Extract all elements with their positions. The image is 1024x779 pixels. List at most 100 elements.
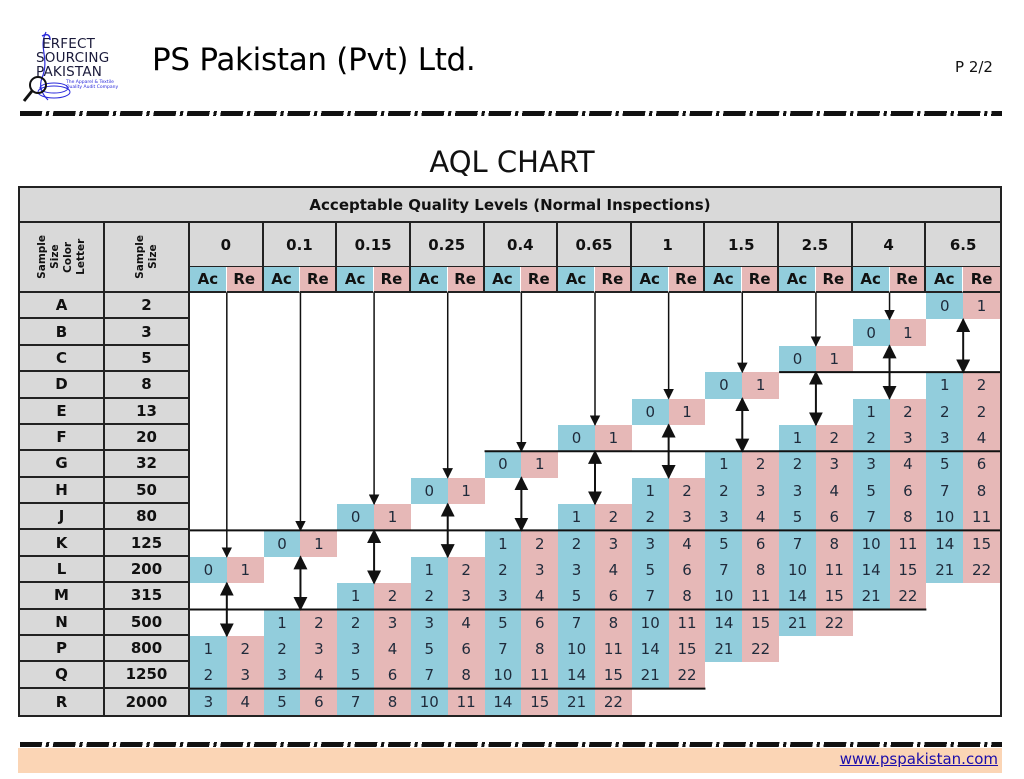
ac-header: Ac xyxy=(705,267,743,293)
re-value: 1 xyxy=(226,556,264,584)
re-header: Re xyxy=(742,267,780,293)
re-value: 2 xyxy=(815,424,853,452)
re-value: 11 xyxy=(521,662,559,689)
ac-value: 2 xyxy=(558,530,595,557)
ac-value: 2 xyxy=(631,504,669,531)
ac-value: 2 xyxy=(337,609,375,636)
re-value: 6 xyxy=(595,583,632,610)
re-value: 2 xyxy=(742,451,780,478)
ac-value: 0 xyxy=(926,293,964,320)
re-value: 4 xyxy=(226,688,264,715)
ac-value: 2 xyxy=(852,424,890,452)
re-value: 4 xyxy=(668,530,706,557)
re-value: 11 xyxy=(447,688,485,715)
re-value: 8 xyxy=(595,609,632,636)
re-value: 11 xyxy=(963,504,1000,531)
logo-line-3: PAKISTAN xyxy=(36,64,103,80)
aql-level-header: 0 xyxy=(190,223,264,267)
re-value: 3 xyxy=(521,556,559,584)
ac-header: Ac xyxy=(558,267,595,293)
re-header: Re xyxy=(226,267,264,293)
ac-value: 21 xyxy=(779,609,816,636)
row-code-letter: M xyxy=(20,583,105,610)
row-code-letter: H xyxy=(20,477,105,504)
ac-value: 10 xyxy=(631,609,669,636)
ac-value: 5 xyxy=(926,451,964,478)
ac-value: 1 xyxy=(779,424,816,452)
re-value: 4 xyxy=(447,609,485,636)
row-sample-size: 1250 xyxy=(105,662,190,689)
row-sample-size: 200 xyxy=(105,556,190,584)
row-sample-size: 50 xyxy=(105,477,190,504)
re-value: 11 xyxy=(595,635,632,663)
ac-value: 10 xyxy=(558,635,595,663)
row-sample-size: 315 xyxy=(105,583,190,610)
ac-value: 3 xyxy=(410,609,448,636)
ac-value: 1 xyxy=(631,477,669,504)
row-code-letter: K xyxy=(20,530,105,557)
ac-value: 5 xyxy=(631,556,669,584)
row-sample-size: 800 xyxy=(105,635,190,663)
ac-value: 2 xyxy=(410,583,448,610)
row-code-letter: J xyxy=(20,504,105,531)
table-title: Acceptable Quality Levels (Normal Inspec… xyxy=(20,188,1000,223)
sample-size-label: Sample Size xyxy=(133,235,159,279)
re-value: 2 xyxy=(963,398,1000,425)
re-header: Re xyxy=(521,267,559,293)
ac-value: 10 xyxy=(484,662,522,689)
row-sample-size: 8 xyxy=(105,372,190,399)
ac-value: 7 xyxy=(337,688,375,715)
ac-value: 0 xyxy=(263,530,301,557)
re-value: 8 xyxy=(889,504,927,531)
ac-value: 3 xyxy=(558,556,595,584)
re-value: 3 xyxy=(815,451,853,478)
ac-value: 3 xyxy=(263,662,301,689)
row-sample-size: 5 xyxy=(105,345,190,373)
aql-level-header: 0.25 xyxy=(410,223,485,267)
ac-value: 1 xyxy=(852,398,890,425)
re-value: 2 xyxy=(963,372,1000,399)
re-value: 1 xyxy=(668,398,706,425)
ac-value: 7 xyxy=(705,556,743,584)
re-value: 4 xyxy=(815,477,853,504)
aql-level-header: 4 xyxy=(852,223,927,267)
website-link[interactable]: www.pspakistan.com xyxy=(839,750,998,768)
ac-value: 0 xyxy=(484,451,522,478)
ac-value: 0 xyxy=(852,319,890,346)
header-divider xyxy=(20,111,1002,116)
re-header: Re xyxy=(963,267,1000,293)
ac-value: 3 xyxy=(852,451,890,478)
row-code-letter: D xyxy=(20,372,105,399)
company-logo: ERFECT SOURCING PAKISTAN The Apparel & T… xyxy=(20,28,142,104)
magnifier-thread-spool-icon xyxy=(22,31,71,102)
logo-tagline: The Apparel & Textile Quality Audit Comp… xyxy=(66,80,119,90)
ac-value: 14 xyxy=(926,530,964,557)
re-header: Re xyxy=(889,267,927,293)
ac-header: Ac xyxy=(337,267,375,293)
re-value: 4 xyxy=(889,451,927,478)
chart-title: AQL CHART xyxy=(429,145,595,179)
re-value: 1 xyxy=(963,293,1000,320)
ac-value: 2 xyxy=(705,477,743,504)
ac-value: 10 xyxy=(852,530,890,557)
re-value: 15 xyxy=(889,556,927,584)
row-code-letter: G xyxy=(20,451,105,478)
row-code-letter: B xyxy=(20,319,105,346)
re-value: 15 xyxy=(521,688,559,715)
re-value: 11 xyxy=(742,583,780,610)
ac-value: 5 xyxy=(484,609,522,636)
ac-value: 10 xyxy=(705,583,743,610)
re-value: 2 xyxy=(300,609,338,636)
ac-header: Ac xyxy=(926,267,964,293)
re-value: 11 xyxy=(889,530,927,557)
ac-value: 5 xyxy=(852,477,890,504)
re-value: 1 xyxy=(521,451,559,478)
re-value: 1 xyxy=(889,319,927,346)
ac-value: 3 xyxy=(926,424,964,452)
ac-value: 7 xyxy=(484,635,522,663)
ac-value: 5 xyxy=(410,635,448,663)
ac-value: 1 xyxy=(337,583,375,610)
row-code-letter: L xyxy=(20,556,105,584)
ac-value: 21 xyxy=(558,688,595,715)
ac-value: 7 xyxy=(558,609,595,636)
